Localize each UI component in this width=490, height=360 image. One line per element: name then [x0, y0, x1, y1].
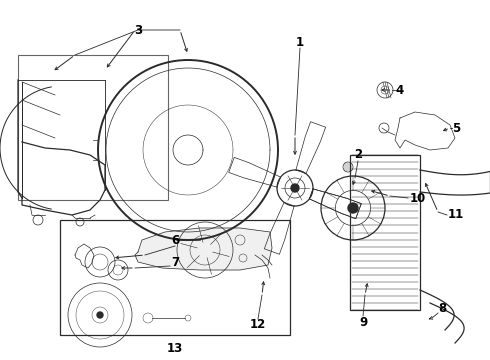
Text: 12: 12: [250, 319, 266, 332]
Circle shape: [348, 203, 358, 213]
Text: 7: 7: [171, 256, 179, 269]
Bar: [350, 155, 420, 310]
Bar: [60, 220, 290, 335]
Circle shape: [291, 184, 299, 192]
Text: 2: 2: [354, 148, 362, 162]
Polygon shape: [135, 228, 272, 270]
Text: 10: 10: [410, 192, 426, 204]
Text: 8: 8: [438, 302, 446, 315]
Text: 13: 13: [167, 342, 183, 355]
Circle shape: [97, 312, 103, 318]
Text: 4: 4: [396, 84, 404, 96]
Text: 5: 5: [452, 122, 460, 135]
Bar: [18, 55, 168, 200]
Text: 1: 1: [296, 36, 304, 49]
Text: 3: 3: [134, 23, 142, 36]
Text: 9: 9: [359, 315, 367, 328]
Text: 11: 11: [448, 208, 464, 221]
Text: 6: 6: [171, 234, 179, 247]
